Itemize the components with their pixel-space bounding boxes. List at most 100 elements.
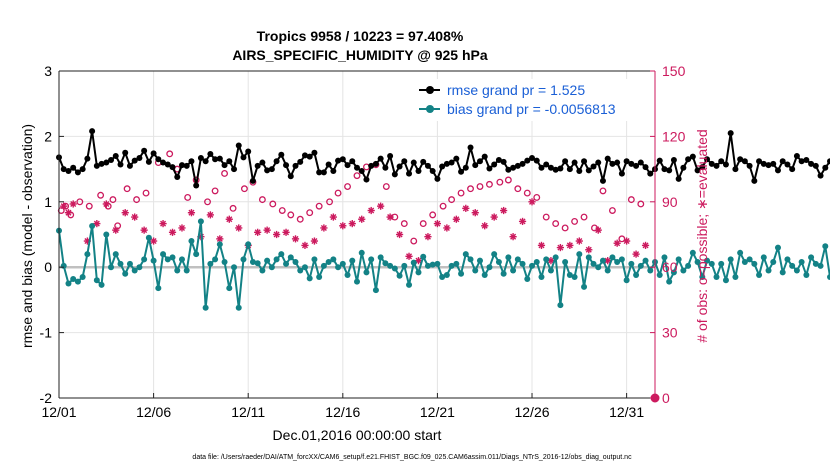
series-0-point-152: [774, 167, 781, 174]
obs-evaluated-stroke-56-3: [585, 246, 592, 253]
obs-evaluated-marker-13: [178, 224, 186, 232]
obs-evaluated-marker-14: [187, 209, 196, 217]
series-lines: [56, 128, 830, 311]
obs-evaluated-stroke-42-3: [453, 216, 460, 223]
obs-evaluated-stroke-57-3: [595, 227, 602, 234]
series-0-point-28: [188, 158, 195, 165]
obs-evaluated-stroke-40-3: [434, 220, 441, 227]
obs-evaluated-marker-57: [594, 226, 602, 234]
x-tick-label-3: 12/16: [325, 404, 360, 420]
series-1-point-139: [713, 274, 720, 281]
series-0-point-52: [301, 152, 308, 159]
obs-evaluated-stroke-23-3: [273, 231, 280, 238]
series-0-point-132: [680, 164, 687, 171]
series-1-point-49: [287, 254, 294, 261]
obs-possible-marker-28: [306, 209, 314, 217]
series-0-point-155: [789, 166, 796, 173]
series-1-point-48: [283, 260, 290, 267]
series-1-point-105: [552, 254, 559, 261]
series-0-point-142: [727, 130, 734, 137]
series-0-point-159: [808, 160, 815, 167]
series-0-point-114: [595, 159, 602, 166]
series-1-point-101: [533, 258, 540, 265]
series-1-point-142: [727, 256, 734, 263]
series-0-point-34: [216, 155, 223, 162]
x-tick-label-2: 12/11: [231, 404, 265, 420]
series-1-point-4: [74, 278, 81, 285]
series-0-point-54: [311, 149, 318, 156]
series-1-point-112: [585, 254, 592, 261]
series-0-point-46: [273, 158, 280, 165]
series-1-point-55: [316, 274, 323, 281]
obs-evaluated-stroke-5-3: [103, 200, 110, 207]
series-0-point-56: [320, 169, 327, 176]
obs-evaluated-marker-38: [414, 257, 423, 265]
obs-evaluated-marker-12: [168, 228, 177, 236]
obs-evaluated-stroke-1-3: [65, 209, 72, 216]
series-0-point-84: [453, 155, 460, 162]
obs-possible-marker-7: [109, 196, 117, 204]
series-1-point-75: [410, 259, 417, 266]
series-1-point-41: [249, 258, 256, 265]
series-1-point-53: [306, 275, 313, 282]
series-0-point-23: [164, 161, 171, 168]
series-1-point-138: [708, 260, 715, 267]
series-0-point-94: [500, 158, 507, 165]
obs-possible-marker-29: [315, 202, 323, 210]
obs-possible-marker-26: [287, 211, 295, 219]
series-0-point-86: [462, 164, 469, 171]
series-1-point-20: [150, 257, 157, 264]
series-1-point-147: [751, 260, 758, 267]
obs-evaluated-stroke-38-3: [415, 257, 422, 264]
obs-evaluated-stroke-31-3: [349, 220, 356, 227]
series-1-point-151: [770, 258, 777, 265]
obs-evaluated-marker-33: [367, 206, 375, 215]
series-0-point-24: [169, 164, 176, 171]
series-1-point-155: [789, 262, 796, 269]
obs-evaluated-stroke-28-3: [320, 224, 327, 231]
series-1-point-32: [207, 260, 214, 267]
series-1-point-26: [178, 256, 185, 263]
obs-possible-marker-11: [142, 189, 150, 197]
series-1-point-62: [349, 257, 356, 264]
obs-evaluated-stroke-46-3: [491, 214, 498, 221]
series-0-point-139: [713, 162, 720, 169]
x-tick-label-1: 12/06: [136, 404, 171, 420]
series-0-point-121: [628, 160, 635, 167]
obs-evaluated-marker-4: [93, 220, 101, 228]
obs-evaluated-marker-0: [60, 202, 68, 210]
series-1-point-59: [335, 264, 342, 271]
obs-evaluated-stroke-16-3: [207, 211, 214, 218]
series-1-point-158: [803, 272, 810, 279]
obs-possible-marker-59: [599, 187, 607, 195]
series-0-point-80: [434, 175, 441, 182]
series-0-point-124: [642, 164, 649, 171]
series-0-point-18: [141, 147, 148, 154]
obs-possible-marker-36: [382, 183, 390, 190]
series-0-point-17: [136, 154, 143, 161]
series-1-point-128: [661, 254, 668, 261]
series-0-point-38: [235, 142, 242, 149]
x-axis-label: Dec.01,2016 00:00:00 start: [273, 427, 442, 443]
series-0-point-156: [793, 153, 800, 160]
obs-evaluated-marker-28: [320, 224, 328, 232]
obs-evaluated-stroke-30-3: [339, 222, 346, 229]
series-0-point-25: [174, 173, 181, 180]
series-0-point-145: [741, 158, 748, 165]
y-right-tick-label-3: 90: [662, 194, 678, 210]
series-1-point-88: [472, 267, 479, 274]
series-0-point-161: [817, 172, 824, 179]
series-0-point-19: [145, 158, 152, 165]
series-0-point-140: [718, 158, 725, 165]
obs-evaluated-stroke-26-3: [301, 242, 308, 249]
obs-evaluated-stroke-17-3: [216, 235, 223, 242]
obs-evaluated-stroke-9-3: [141, 227, 148, 234]
series-1-point-82: [443, 272, 450, 279]
series-0-point-102: [538, 164, 545, 171]
obs-possible-marker-33: [353, 172, 361, 180]
obs-evaluated-marker-48: [509, 233, 517, 241]
obs-evaluated-marker-61: [632, 250, 640, 258]
series-1-point-37: [231, 264, 238, 271]
obs-evaluated-marker-50: [528, 198, 536, 206]
